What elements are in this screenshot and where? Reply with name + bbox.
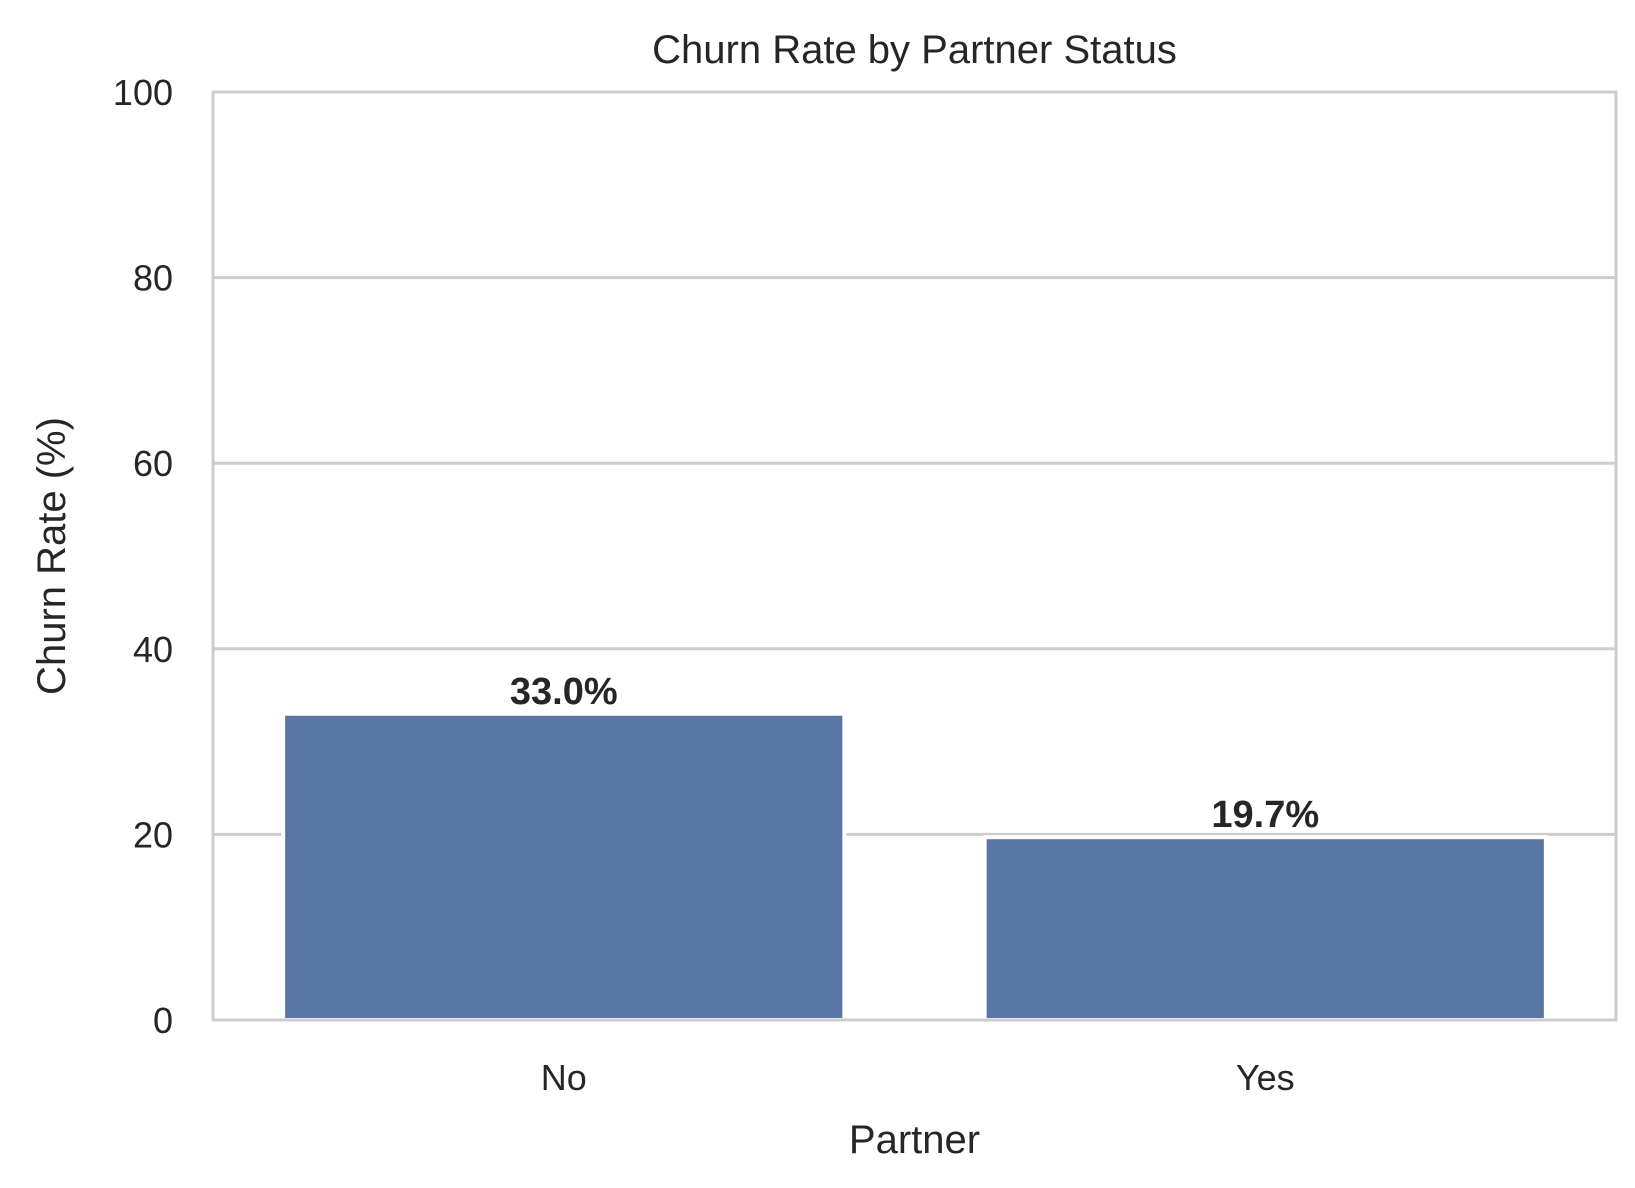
x-axis-label: Partner xyxy=(849,1118,980,1162)
bar-no xyxy=(281,711,847,1022)
bars xyxy=(281,711,1548,1023)
y-tick-labels: 0 20 40 60 80 100 xyxy=(113,72,173,1041)
y-tick-label: 60 xyxy=(133,443,173,484)
x-tick-label: Yes xyxy=(1236,1057,1295,1098)
x-tick-label: No xyxy=(541,1057,587,1098)
bar-yes xyxy=(982,835,1548,1023)
chart-title: Churn Rate by Partner Status xyxy=(652,28,1177,72)
y-tick-label: 80 xyxy=(133,258,173,299)
y-tick-label: 0 xyxy=(153,1000,173,1041)
y-tick-label: 40 xyxy=(133,629,173,670)
data-label: 19.7% xyxy=(1211,794,1319,836)
y-tick-label: 20 xyxy=(133,814,173,855)
plot-frame xyxy=(211,90,1618,1022)
data-label: 33.0% xyxy=(510,671,618,713)
data-labels: 33.0% 19.7% xyxy=(510,671,1319,836)
x-tick-labels: No Yes xyxy=(541,1057,1295,1098)
y-axis-label: Churn Rate (%) xyxy=(30,417,74,695)
y-tick-label: 100 xyxy=(113,72,173,113)
